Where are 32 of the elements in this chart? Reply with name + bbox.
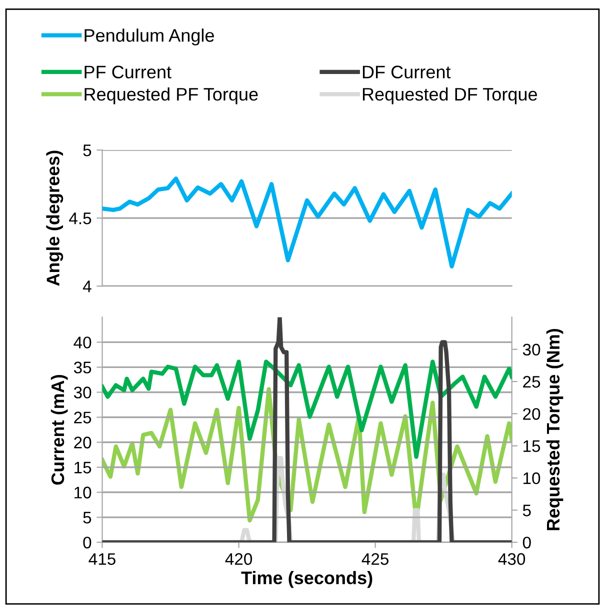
y2-tick-label: 20 (523, 408, 540, 420)
x-axis-title: Time (seconds) (241, 571, 372, 588)
legend-label: Pendulum Angle (84, 28, 214, 46)
y-axis-title: Current (mA) (50, 374, 68, 485)
legend-label: PF Current (84, 66, 172, 78)
x-tick-label: 425 (362, 553, 389, 565)
legend-label: Requested DF Torque (362, 87, 537, 104)
y-tick-label: 5 (83, 144, 92, 156)
y2-tick-label: 25 (523, 376, 540, 388)
legend-label: DF Current (362, 66, 451, 78)
y-tick-label: 10 (74, 486, 92, 498)
y-tick-label: 4 (82, 280, 92, 292)
x-tick-label: 415 (88, 553, 116, 565)
y-tick-label: 25 (74, 412, 92, 424)
x-tick-label: 430 (498, 553, 526, 565)
y-tick-label: 5 (83, 512, 92, 524)
y-tick-label: 30 (74, 386, 92, 398)
legend-label: Requested PF Torque (84, 87, 258, 104)
y2-tick-label: 15 (524, 440, 540, 452)
y-tick-label: 40 (74, 336, 92, 348)
y2-tick-label: 10 (524, 472, 540, 484)
y-tick-label: 0 (83, 536, 92, 548)
y2-axis-title: Requested Torque (Nm) (546, 328, 564, 530)
y-axis-title: Angle (degrees) (46, 150, 64, 286)
x-tick-label: 420 (225, 553, 252, 565)
y-tick-label: 35 (74, 362, 92, 374)
y2-tick-label: 30 (522, 344, 540, 356)
y-tick-label: 20 (74, 436, 92, 448)
y2-tick-label: 5 (522, 504, 531, 516)
y2-tick-label: 0 (522, 536, 531, 548)
y-tick-label: 15 (74, 462, 92, 474)
y-tick-label: 4.5 (69, 212, 92, 224)
